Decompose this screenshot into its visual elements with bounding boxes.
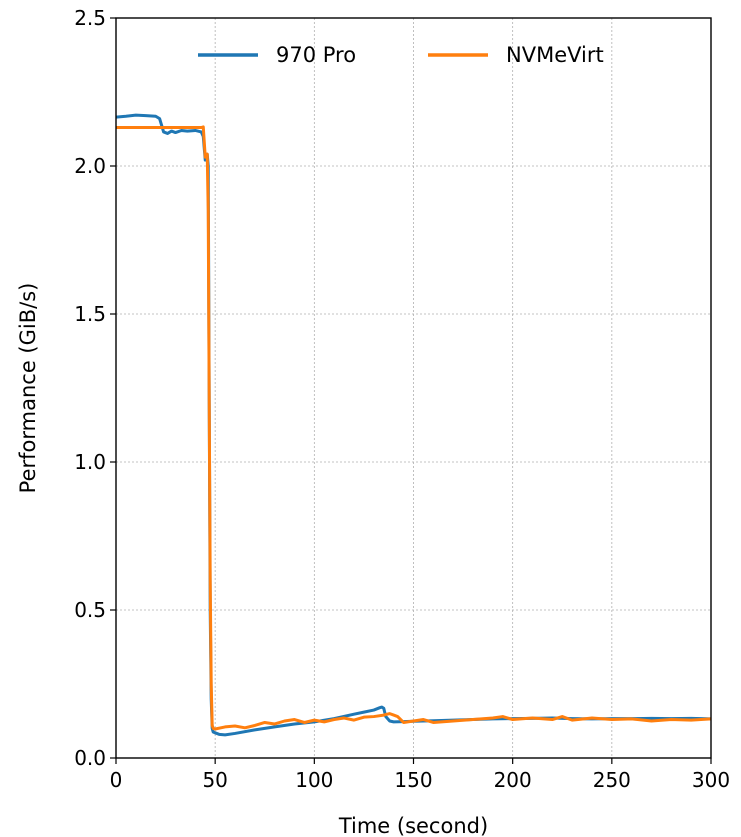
x-axis-title: Time (second): [338, 814, 488, 837]
y-tick-label: 2.0: [74, 154, 106, 178]
tick-layer: 0 50 100 150 200 250 300 0.0 0.5 1.0 1.5 2.0 2.5: [74, 6, 730, 792]
y-tick-label: 1.0: [74, 450, 106, 474]
series-line-970-pro: [116, 113, 711, 737]
x-tick-label: 50: [202, 768, 227, 792]
y-tick-label: 0.0: [74, 746, 106, 770]
x-tick-label: 300: [692, 768, 730, 792]
x-tick-label: 250: [593, 768, 631, 792]
y-axis-title: Performance (GiB/s): [16, 283, 40, 494]
grid-layer: [116, 18, 711, 758]
series-layer: [116, 113, 711, 737]
legend-label-nvmevirt: NVMeVirt: [506, 43, 604, 67]
y-tick-label: 0.5: [74, 598, 106, 622]
x-tick-label: 0: [110, 768, 123, 792]
series-line-nvmevirt: [116, 125, 711, 731]
legend: 970 Pro NVMeVirt: [198, 43, 604, 67]
x-tick-label: 100: [295, 768, 333, 792]
y-tick-label: 2.5: [74, 6, 106, 30]
x-tick-label: 150: [394, 768, 432, 792]
x-tick-label: 200: [494, 768, 532, 792]
y-tick-label: 1.5: [74, 302, 106, 326]
legend-label-970-pro: 970 Pro: [276, 43, 356, 67]
